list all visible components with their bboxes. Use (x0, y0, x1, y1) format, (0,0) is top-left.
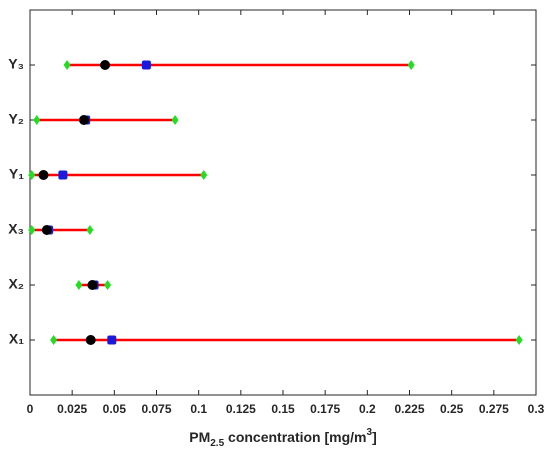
min-max-marker (28, 225, 36, 235)
mean-marker (58, 170, 68, 180)
plot-frame (29, 9, 537, 396)
x-axis-label-part: 2.5 (210, 438, 224, 449)
median-marker (85, 335, 96, 345)
x-tick-label: 0.125 (226, 402, 256, 416)
median-marker (100, 60, 111, 70)
x-axis-label: PM2.5 concentration [mg/m3] (189, 427, 377, 449)
x-tick-label: 0.25 (440, 402, 464, 416)
min-max-marker (171, 115, 179, 125)
x-tick-label: 0.175 (310, 402, 340, 416)
x-axis-label-part: 3 (367, 427, 373, 438)
median-marker (41, 225, 52, 235)
y-tick-label: X₁ (9, 331, 24, 347)
min-max-marker (50, 335, 58, 345)
min-max-marker (75, 280, 83, 290)
y-tick-label: Y₂ (8, 111, 24, 127)
x-tick-label: 0.2 (359, 402, 376, 416)
min-max-marker (104, 280, 112, 290)
y-tick-label: Y₃ (8, 56, 24, 72)
min-max-marker (200, 170, 208, 180)
x-tick-label: 0.15 (271, 402, 295, 416)
min-max-marker (407, 60, 415, 70)
x-tick-label: 0.275 (479, 402, 509, 416)
min-max-marker (33, 115, 41, 125)
x-axis-label-part: ] (372, 429, 377, 445)
x-axis-label-part: concentration [mg/m (224, 429, 366, 445)
median-marker (87, 280, 98, 290)
y-tick-label: X₃ (8, 221, 24, 237)
x-tick-label: 0.025 (57, 402, 87, 416)
x-tick-label: 0 (27, 402, 34, 416)
y-tick-label: X₂ (8, 276, 24, 292)
min-max-marker (28, 170, 36, 180)
median-marker (78, 115, 89, 125)
x-tick-label: 0.1 (190, 402, 207, 416)
min-max-marker (515, 335, 523, 345)
y-tick-label: Y₁ (9, 166, 24, 182)
x-tick-label: 0.3 (528, 402, 545, 416)
median-marker (38, 170, 49, 180)
x-tick-label: 0.225 (394, 402, 424, 416)
mean-marker (107, 335, 117, 345)
mean-marker (141, 60, 151, 70)
x-tick-label: 0.075 (141, 402, 171, 416)
x-tick-label: 0.05 (103, 402, 127, 416)
x-axis-label-part: PM (189, 429, 210, 445)
min-max-marker (86, 225, 94, 235)
min-max-marker (63, 60, 71, 70)
